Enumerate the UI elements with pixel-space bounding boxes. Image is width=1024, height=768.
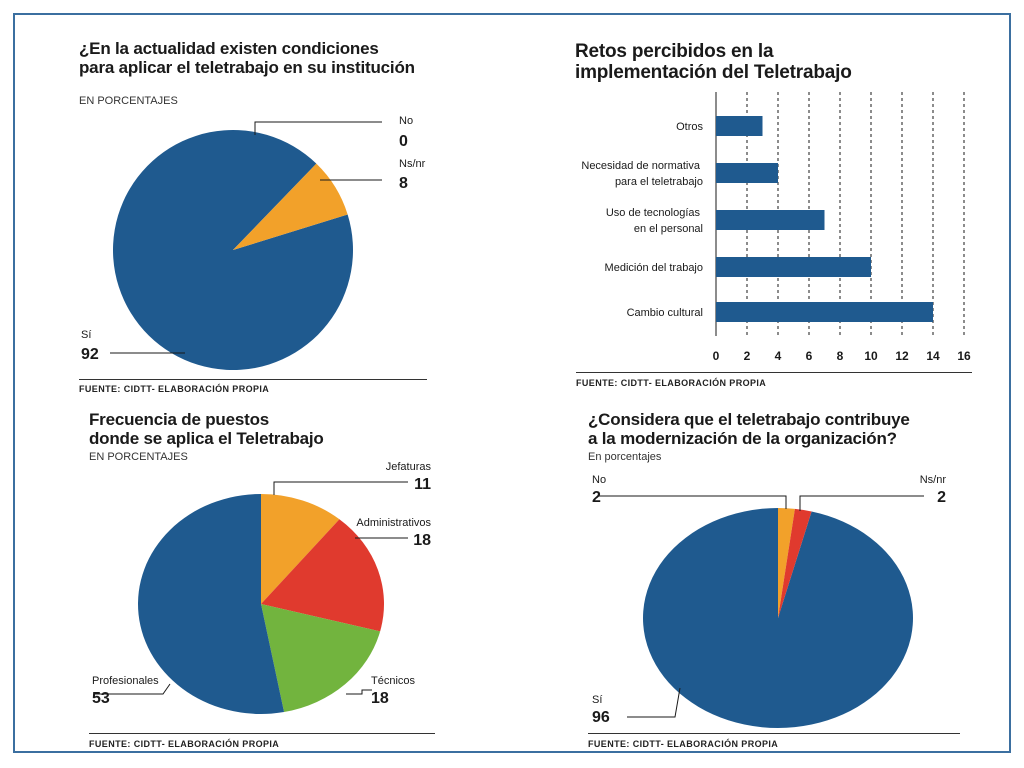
chart1-subtitle: EN PORCENTAJES	[79, 95, 178, 107]
value-no: 0	[399, 133, 408, 150]
leader-line-si	[627, 687, 681, 718]
value-si: 96	[592, 709, 610, 726]
leader-line-no	[254, 121, 382, 135]
leader-line-nsnr	[799, 495, 924, 511]
label-no: No	[592, 474, 606, 486]
chart4-title-line2: a la modernización de la organización?	[588, 428, 897, 448]
pie-slice-nsnr	[233, 163, 348, 250]
chart4-source: FUENTE: CIDTT- ELABORACIÓN PROPIA	[588, 739, 779, 749]
bar	[716, 163, 778, 183]
pie-slice-no	[778, 508, 795, 618]
x-tick-label: 6	[806, 349, 813, 363]
label-nsnr: Ns/nr	[399, 158, 426, 170]
category-label: Necesidad de normativa	[581, 160, 701, 172]
chart3-source-rule	[89, 733, 435, 734]
chart4-source-rule	[588, 733, 960, 734]
x-tick-label: 0	[713, 349, 720, 363]
pie-slice-si	[642, 508, 913, 728]
chart3-source: FUENTE: CIDTT- ELABORACIÓN PROPIA	[89, 739, 280, 749]
chart2-title: Retos percibidos en la implementación de…	[575, 41, 852, 84]
chart4-subtitle: En porcentajes	[588, 451, 662, 463]
pie-slice-nsnr	[778, 508, 812, 618]
category-label: para el teletrabajo	[615, 176, 703, 188]
chart1-title: ¿En la actualidad existen condiciones pa…	[79, 39, 415, 77]
label-nsnr: Ns/nr	[920, 474, 947, 486]
label-tecnicos: Técnicos	[371, 675, 416, 687]
label-administrativos: Administrativos	[356, 517, 431, 529]
chart2-source: FUENTE: CIDTT- ELABORACIÓN PROPIA	[576, 378, 767, 388]
leader-line-jefaturas	[273, 481, 408, 495]
x-tick-label: 4	[775, 349, 782, 363]
chart1-source-rule	[79, 379, 427, 380]
pie-slice-jefaturas	[261, 494, 340, 604]
label-si: Sí	[592, 694, 602, 706]
pie-slice-tecnicos	[261, 604, 381, 713]
label-si: Sí	[81, 329, 91, 341]
pie-slice-si	[112, 129, 353, 370]
x-tick-label: 10	[864, 349, 878, 363]
leader-line-profesionales	[95, 683, 171, 695]
chart3-subtitle: EN PORCENTAJES	[89, 451, 188, 463]
leader-line-no	[598, 495, 787, 509]
pie-slice-profesionales	[137, 494, 285, 714]
x-tick-label: 12	[895, 349, 909, 363]
chart4-title: ¿Considera que el teletrabajo contribuye…	[588, 410, 910, 448]
category-label: Uso de tecnologías	[606, 207, 701, 219]
category-label: Otros	[676, 121, 703, 133]
value-jefaturas: 11	[414, 476, 431, 493]
value-no: 2	[592, 489, 601, 506]
label-jefaturas: Jefaturas	[386, 461, 432, 473]
x-tick-label: 16	[957, 349, 971, 363]
chart1-source: FUENTE: CIDTT- ELABORACIÓN PROPIA	[79, 384, 270, 394]
chart2-title-line2: implementación del Teletrabajo	[575, 61, 852, 83]
bar	[716, 210, 825, 230]
chart3-title: Frecuencia de puestos donde se aplica el…	[89, 410, 324, 448]
chart4-title-line1: ¿Considera que el teletrabajo contribuye	[588, 410, 910, 429]
x-tick-label: 14	[926, 349, 940, 363]
pie-slice-administrativos	[261, 519, 385, 632]
value-nsnr: 2	[937, 489, 946, 506]
value-profesionales: 53	[92, 690, 110, 707]
category-label: Medición del trabajo	[605, 262, 703, 274]
label-profesionales: Profesionales	[92, 675, 159, 687]
value-si: 92	[81, 346, 99, 363]
x-tick-label: 2	[744, 349, 751, 363]
value-tecnicos: 18	[371, 690, 389, 707]
chart3-title-line2: donde se aplica el Teletrabajo	[89, 428, 324, 448]
value-nsnr: 8	[399, 175, 408, 192]
bar	[716, 257, 871, 277]
x-tick-label: 8	[837, 349, 844, 363]
chart3-title-line1: Frecuencia de puestos	[89, 410, 270, 429]
label-no: No	[399, 115, 413, 127]
bar	[716, 116, 763, 136]
bar	[716, 302, 933, 322]
category-label: en el personal	[634, 223, 703, 235]
category-label: Cambio cultural	[627, 307, 703, 319]
leader-line-tecnicos	[346, 689, 372, 695]
chart2-source-rule	[576, 372, 972, 373]
chart2-title-line1: Retos percibidos en la	[575, 41, 774, 62]
chart1-title-line1: ¿En la actualidad existen condiciones	[79, 39, 379, 58]
chart1-title-line2: para aplicar el teletrabajo en su instit…	[79, 57, 415, 77]
value-administrativos: 18	[413, 532, 431, 549]
